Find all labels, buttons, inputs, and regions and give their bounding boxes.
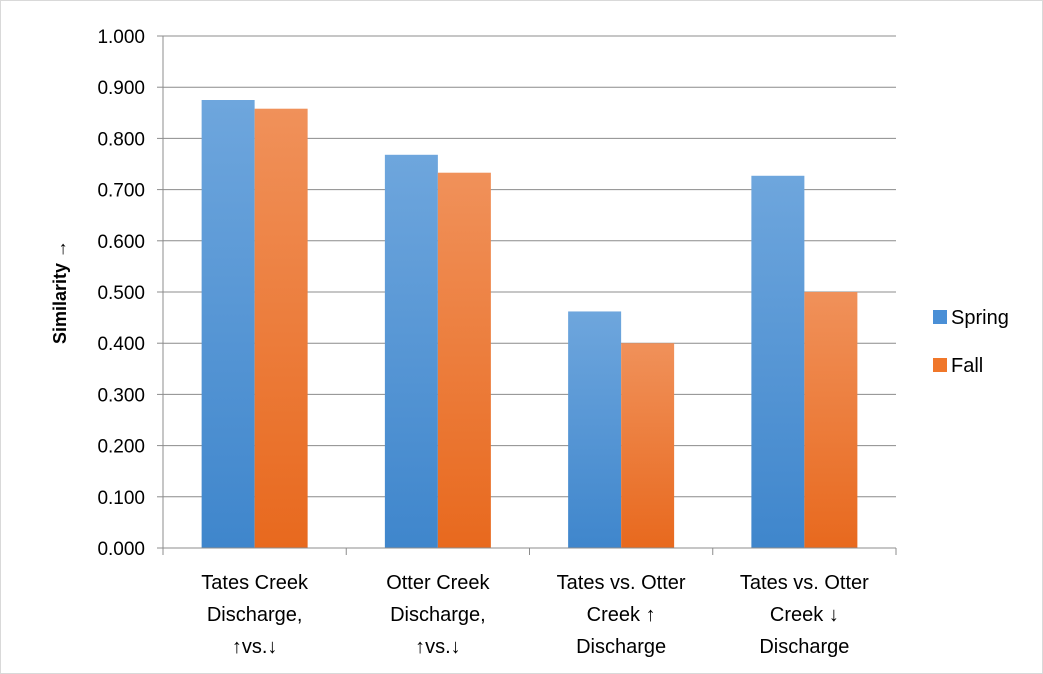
x-tick-label: Discharge,	[390, 604, 486, 626]
y-tick-label: 1.000	[97, 27, 145, 48]
axes	[157, 35, 897, 555]
y-tick-label: 0.700	[97, 181, 145, 202]
x-tick-label: Discharge	[759, 636, 849, 658]
x-tick-label: Tates Creek	[201, 572, 309, 594]
y-tick-label: 0.300	[97, 385, 145, 406]
legend: Spring Fall	[933, 307, 1009, 377]
bars	[201, 100, 858, 549]
x-tick-label: Discharge	[576, 636, 666, 658]
y-tick-label: 0.600	[97, 232, 145, 253]
bar-fall-4	[804, 292, 858, 548]
legend-swatch-fall	[933, 358, 947, 372]
x-tick-label: Discharge,	[207, 604, 303, 626]
bar-spring-4	[751, 175, 805, 548]
x-tick-label: Tates vs. Otter	[740, 572, 869, 594]
y-tick-label: 0.000	[97, 539, 145, 560]
bar-fall-3	[621, 343, 675, 548]
x-tick-labels: Tates Creek Discharge, ↑vs.↓ Otter Creek Dis…	[201, 572, 869, 658]
bar-spring-3	[568, 311, 622, 548]
y-tick-label: 0.400	[97, 334, 145, 355]
bar-spring-1	[201, 100, 255, 548]
y-tick-label: 0.100	[97, 488, 145, 509]
y-tick-label: 0.800	[97, 129, 145, 150]
y-tick-label: 0.200	[97, 437, 145, 458]
x-tick-label: Creek ↑	[587, 604, 656, 626]
legend-label-fall: Fall	[951, 355, 983, 377]
y-tick-labels: 0.000 0.100 0.200 0.300 0.400 0.500 0.600 0.700…	[97, 27, 145, 560]
legend-label-spring: Spring	[951, 307, 1009, 329]
y-tick-label: 0.900	[97, 78, 145, 99]
bar-fall-1	[254, 108, 308, 548]
x-tick-label: Tates vs. Otter	[557, 572, 686, 594]
x-tick-label: Creek ↓	[770, 604, 839, 626]
bar-fall-2	[437, 172, 491, 549]
x-tick-label: ↑vs.↓	[232, 636, 278, 658]
legend-swatch-spring	[933, 310, 947, 324]
x-tick-label: Otter Creek	[386, 572, 490, 594]
y-axis-label: Similarity →	[50, 240, 70, 344]
y-tick-label: 0.500	[97, 283, 145, 304]
bar-spring-2	[384, 154, 438, 548]
x-tick-label: ↑vs.↓	[415, 636, 461, 658]
